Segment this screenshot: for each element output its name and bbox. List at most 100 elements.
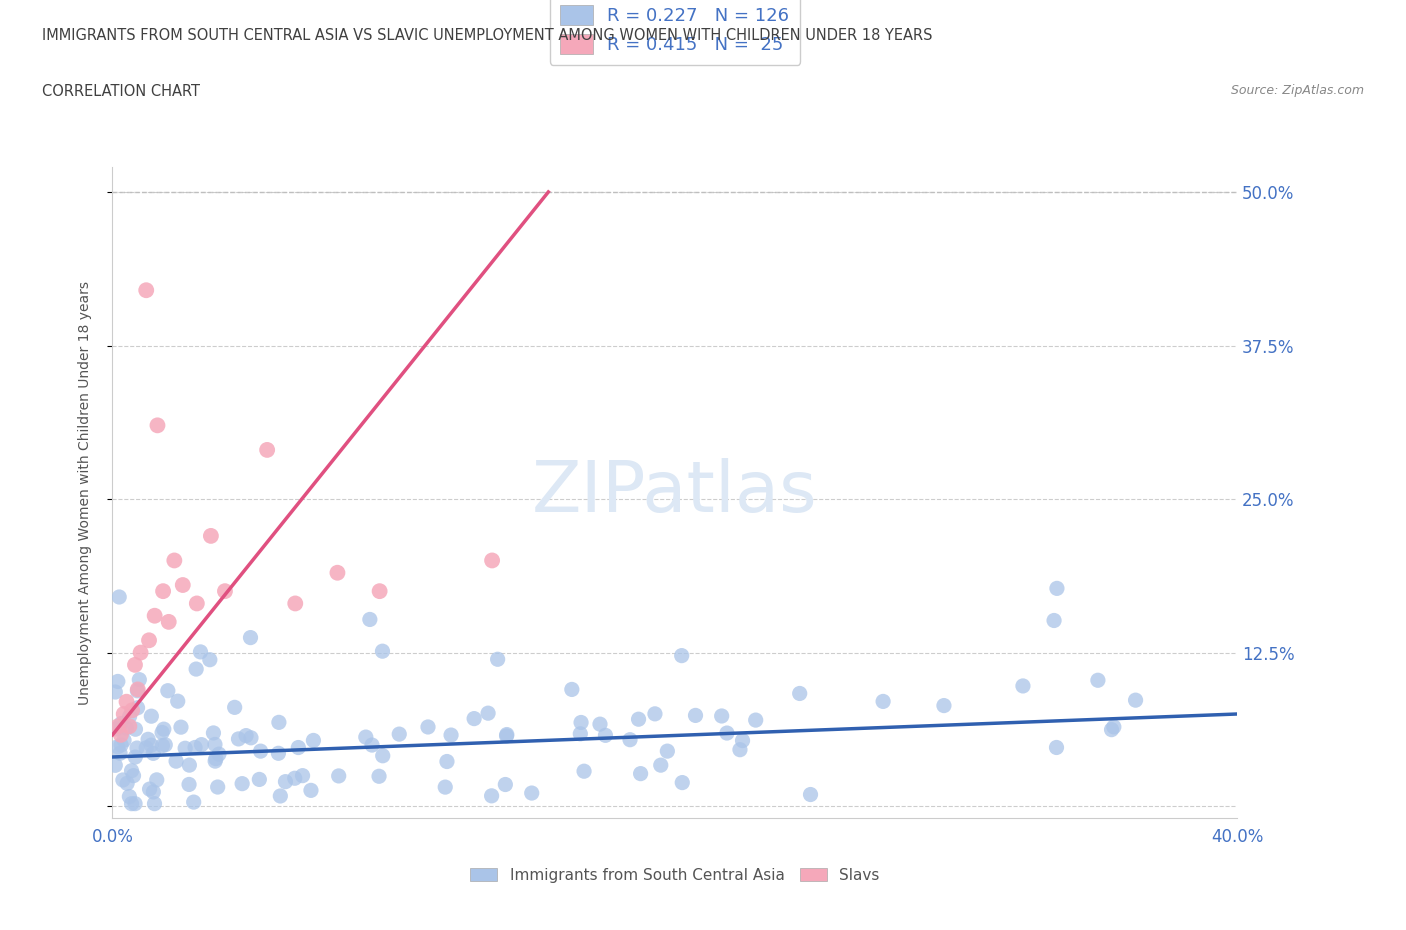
Point: [228, 732, 250, 747]
Point: [121, 703, 143, 718]
Point: [138, 632, 160, 647]
Text: CORRELATION CHART: CORRELATION CHART: [42, 84, 200, 99]
Point: [136, 732, 159, 747]
Point: [256, 443, 278, 458]
Point: [122, 768, 145, 783]
Point: [299, 783, 322, 798]
Point: [224, 700, 246, 715]
Point: [235, 728, 257, 743]
Point: [388, 726, 411, 741]
Point: [128, 672, 150, 687]
Point: [205, 751, 228, 766]
Point: [104, 684, 127, 699]
Point: [108, 746, 131, 761]
Point: [1101, 723, 1123, 737]
Point: [124, 796, 146, 811]
Point: [108, 590, 131, 604]
Point: [1125, 693, 1147, 708]
Point: [204, 753, 226, 768]
Point: [657, 744, 679, 759]
Point: [627, 711, 650, 726]
Point: [107, 719, 129, 734]
Point: [269, 789, 291, 804]
Point: [477, 706, 499, 721]
Point: [495, 727, 517, 742]
Point: [710, 709, 733, 724]
Point: [135, 740, 157, 755]
Point: [440, 727, 463, 742]
Point: [204, 737, 226, 751]
Point: [789, 686, 811, 701]
Point: [202, 725, 225, 740]
Point: [671, 648, 693, 663]
Point: [142, 746, 165, 761]
Point: [328, 768, 350, 783]
Point: [179, 758, 201, 773]
Point: [644, 707, 666, 722]
Point: [143, 608, 166, 623]
Point: [302, 733, 325, 748]
Point: [416, 720, 439, 735]
Point: [561, 682, 583, 697]
Point: [214, 584, 236, 599]
Point: [190, 644, 212, 659]
Point: [155, 737, 177, 752]
Point: [142, 785, 165, 800]
Point: [121, 796, 143, 811]
Point: [1043, 613, 1066, 628]
Point: [650, 758, 672, 773]
Point: [619, 732, 641, 747]
Point: [291, 768, 314, 783]
Point: [371, 644, 394, 658]
Point: [115, 776, 138, 790]
Point: [127, 682, 149, 697]
Point: [105, 722, 128, 737]
Point: [198, 652, 221, 667]
Point: [361, 737, 384, 752]
Point: [231, 777, 253, 791]
Point: [731, 733, 754, 748]
Point: [359, 612, 381, 627]
Point: [267, 715, 290, 730]
Point: [124, 722, 146, 737]
Point: [145, 773, 167, 788]
Point: [208, 747, 231, 762]
Point: [184, 740, 207, 755]
Point: [716, 725, 738, 740]
Point: [153, 722, 176, 737]
Point: [110, 737, 132, 752]
Point: [481, 789, 503, 804]
Point: [595, 728, 617, 743]
Point: [368, 584, 391, 599]
Point: [111, 773, 134, 788]
Point: [274, 774, 297, 789]
Point: [368, 769, 391, 784]
Point: [138, 781, 160, 796]
Point: [728, 742, 751, 757]
Point: [112, 707, 135, 722]
Point: [249, 744, 271, 759]
Point: [569, 726, 592, 741]
Point: [284, 596, 307, 611]
Point: [1046, 581, 1069, 596]
Point: [141, 737, 163, 752]
Point: [115, 695, 138, 710]
Point: [671, 775, 693, 790]
Point: [107, 739, 129, 754]
Point: [267, 746, 290, 761]
Point: [463, 711, 485, 726]
Point: [110, 727, 132, 742]
Point: [434, 779, 457, 794]
Point: [287, 740, 309, 755]
Point: [240, 730, 263, 745]
Point: [354, 730, 377, 745]
Point: [1102, 720, 1125, 735]
Point: [481, 553, 503, 568]
Point: [247, 772, 270, 787]
Point: [371, 749, 394, 764]
Point: [630, 766, 652, 781]
Legend: Immigrants from South Central Asia, Slavs: Immigrants from South Central Asia, Slav…: [464, 861, 886, 889]
Point: [118, 719, 141, 734]
Point: [486, 652, 509, 667]
Text: ZIPatlas: ZIPatlas: [531, 458, 818, 527]
